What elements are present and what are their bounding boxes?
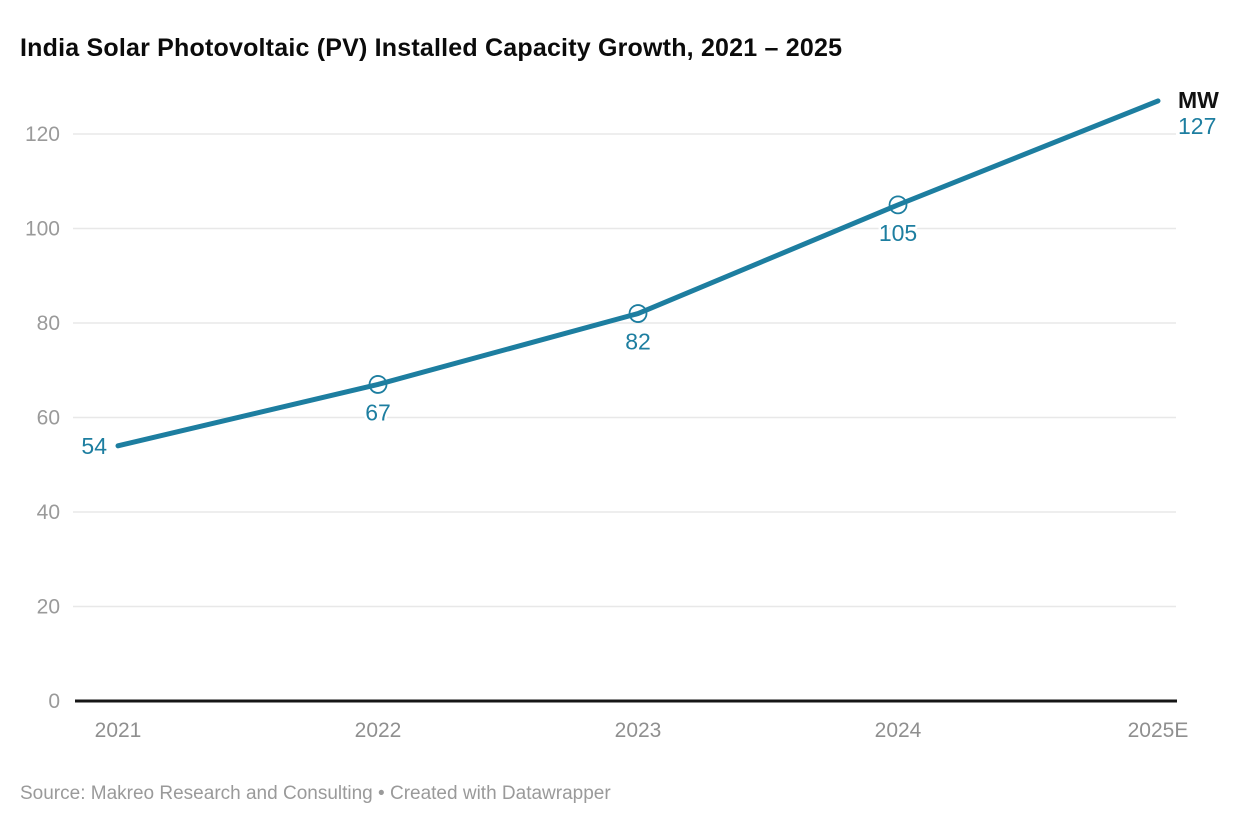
footer-separator: • (372, 783, 390, 804)
y-tick-label: 60 (37, 407, 60, 430)
unit-label: MW (1178, 87, 1219, 113)
series-layer (115, 98, 1161, 449)
chart-footer: Source: Makreo Research and Consulting •… (20, 783, 611, 805)
source-text: Source: Makreo Research and Consulting (20, 783, 373, 804)
value-label: 127 (1178, 113, 1216, 139)
x-tick-label: 2024 (875, 719, 922, 742)
value-label: 54 (81, 433, 107, 459)
x-tick-label: 2022 (355, 719, 402, 742)
data-point-marker (888, 195, 908, 215)
value-label: 67 (365, 399, 391, 425)
y-tick-label: 100 (25, 218, 60, 241)
y-tick-label: 0 (48, 690, 60, 713)
data-point-marker (628, 304, 648, 323)
value-label: 82 (625, 329, 651, 355)
x-tick-label: 2021 (95, 719, 142, 742)
axis-layer: 0 20 40 60 80 100 120 2021 2022 2023 2024 2025E (25, 123, 1188, 742)
data-point-marker (368, 375, 388, 394)
credit-text: Created with Datawrapper (389, 783, 611, 804)
chart-title: India Solar Photovoltaic (PV) Installed … (20, 34, 843, 62)
x-tick-label: 2025E (1128, 719, 1189, 742)
y-tick-label: 20 (37, 596, 60, 619)
data-line (115, 98, 1161, 449)
y-tick-label: 120 (25, 123, 60, 146)
value-label-layer: 54 67 82 105 127 (79, 110, 1219, 461)
y-tick-label: 80 (37, 312, 60, 335)
value-label: 105 (879, 220, 917, 246)
x-tick-label: 2023 (615, 719, 662, 742)
grid-layer (73, 133, 1177, 703)
y-tick-label: 40 (37, 501, 60, 524)
